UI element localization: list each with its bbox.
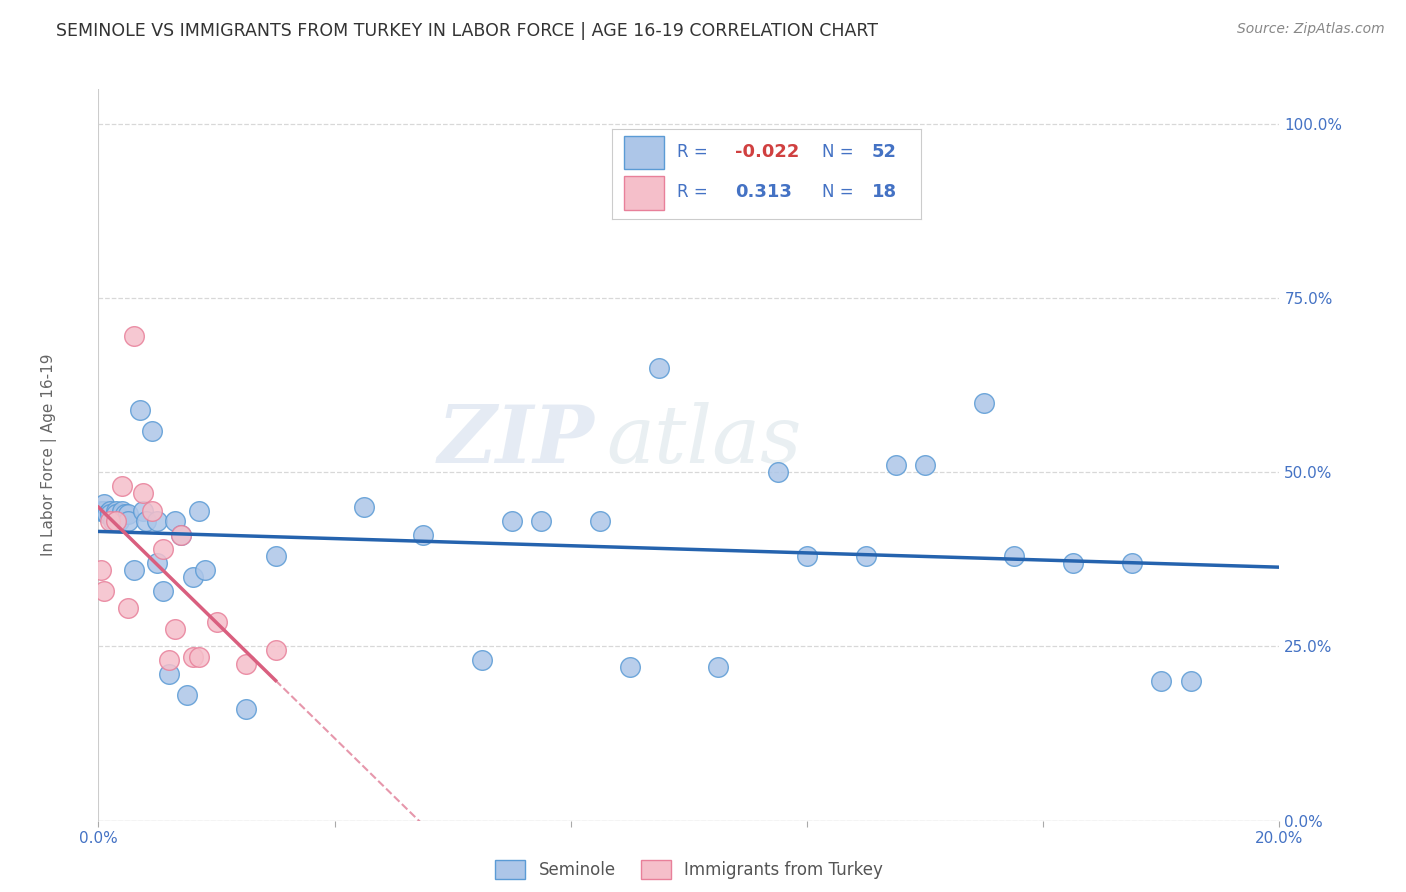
Point — [152, 541, 174, 556]
Point — [170, 528, 193, 542]
Point — [170, 528, 193, 542]
Point — [93, 497, 115, 511]
Point — [157, 653, 180, 667]
Point — [98, 507, 121, 521]
Point — [165, 622, 187, 636]
Point — [117, 514, 139, 528]
Point — [117, 507, 139, 521]
Point — [1150, 674, 1173, 689]
Point — [914, 458, 936, 473]
Point — [105, 507, 128, 521]
Point — [135, 514, 157, 528]
Text: 0.313: 0.313 — [735, 183, 792, 202]
Point — [619, 660, 641, 674]
Point — [114, 507, 136, 521]
Point — [1121, 556, 1143, 570]
Point — [105, 503, 128, 517]
Point — [181, 649, 204, 664]
Point — [117, 601, 139, 615]
Point — [141, 503, 163, 517]
Point — [98, 503, 121, 517]
Point — [141, 424, 163, 438]
Point — [132, 486, 155, 500]
Bar — [624, 136, 664, 169]
Text: N =: N = — [823, 183, 859, 202]
Point — [648, 360, 671, 375]
Legend: Seminole, Immigrants from Turkey: Seminole, Immigrants from Turkey — [488, 853, 890, 886]
Bar — [624, 176, 664, 210]
Point — [157, 667, 180, 681]
Point — [235, 657, 257, 671]
Text: N =: N = — [823, 143, 859, 161]
Point — [93, 503, 115, 517]
Point — [152, 583, 174, 598]
Point — [132, 503, 155, 517]
Text: -0.022: -0.022 — [735, 143, 800, 161]
Point — [111, 479, 134, 493]
Y-axis label: In Labor Force | Age 16-19: In Labor Force | Age 16-19 — [41, 353, 56, 557]
Point — [128, 402, 150, 417]
Point — [165, 514, 187, 528]
Point — [122, 563, 145, 577]
Point — [111, 507, 134, 521]
Text: R =: R = — [676, 183, 718, 202]
Text: Source: ZipAtlas.com: Source: ZipAtlas.com — [1237, 22, 1385, 37]
Point — [264, 549, 287, 563]
Text: SEMINOLE VS IMMIGRANTS FROM TURKEY IN LABOR FORCE | AGE 16-19 CORRELATION CHART: SEMINOLE VS IMMIGRANTS FROM TURKEY IN LA… — [56, 22, 879, 40]
Point — [96, 507, 118, 521]
Text: ZIP: ZIP — [437, 401, 595, 479]
Point — [146, 556, 169, 570]
Point — [98, 514, 121, 528]
Text: atlas: atlas — [606, 401, 801, 479]
Point — [1062, 556, 1084, 570]
Point — [176, 688, 198, 702]
Text: R =: R = — [676, 143, 713, 161]
Point — [194, 563, 217, 577]
Point — [501, 514, 523, 528]
Text: 18: 18 — [872, 183, 897, 202]
Point — [103, 514, 125, 528]
Point — [796, 549, 818, 563]
Point — [108, 514, 131, 528]
Point — [766, 466, 789, 480]
Point — [90, 503, 112, 517]
Point — [855, 549, 877, 563]
Point — [530, 514, 553, 528]
Point — [111, 503, 134, 517]
Point — [973, 395, 995, 409]
Point — [884, 458, 907, 473]
Point — [187, 503, 209, 517]
Text: 52: 52 — [872, 143, 897, 161]
Point — [471, 653, 494, 667]
Point — [235, 702, 257, 716]
Point — [412, 528, 434, 542]
Point — [90, 563, 112, 577]
Point — [589, 514, 612, 528]
Point — [187, 649, 209, 664]
Point — [1180, 674, 1202, 689]
Point — [1002, 549, 1025, 563]
Point — [707, 660, 730, 674]
Point — [205, 615, 228, 629]
Point — [264, 643, 287, 657]
Point — [105, 514, 128, 528]
Point — [181, 570, 204, 584]
Point — [93, 583, 115, 598]
Point — [353, 500, 375, 515]
Point — [146, 514, 169, 528]
Point — [122, 329, 145, 343]
